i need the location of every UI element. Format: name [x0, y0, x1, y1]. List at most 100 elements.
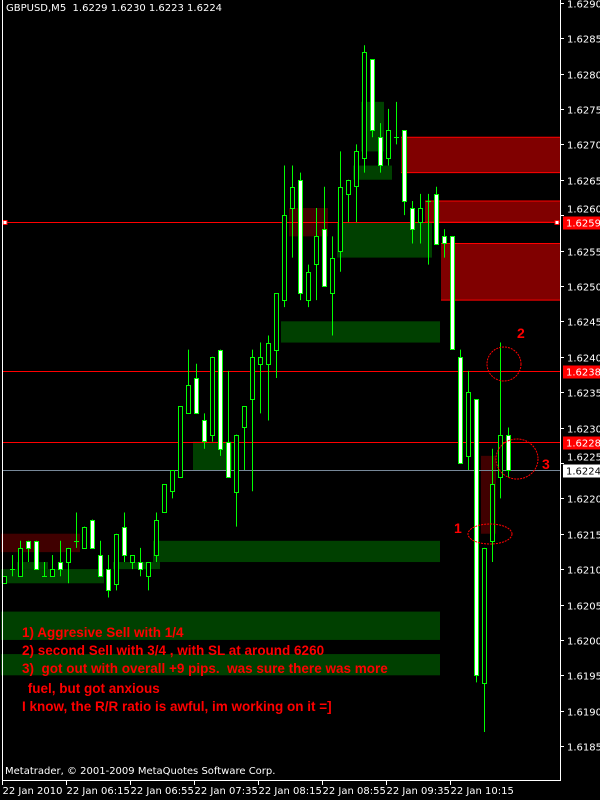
price-tick-label: 1.6210	[567, 566, 600, 577]
price-tick-label: 1.6265	[567, 177, 600, 188]
candle	[82, 526, 87, 549]
price-label-box	[563, 365, 600, 379]
candle	[50, 554, 55, 577]
candle-body-bull	[130, 555, 135, 563]
candle	[58, 540, 63, 577]
price-tick-label: 1.6235	[567, 389, 600, 400]
price-tick-label: 1.6190	[567, 708, 600, 719]
candle	[450, 236, 455, 350]
candle-body-bull	[466, 392, 471, 457]
marker-2-label: 2	[517, 325, 525, 341]
candles-layer	[2, 45, 511, 732]
candle-body-bull	[418, 208, 423, 223]
marker-3-circle	[495, 438, 539, 480]
price-label-box	[563, 436, 600, 450]
candle	[490, 448, 495, 563]
candle	[90, 519, 95, 549]
price-tick-label: 1.6275	[567, 106, 600, 117]
candle-body-bull	[234, 435, 239, 493]
time-tick-label: 22 Jan 08:55	[323, 786, 386, 797]
candle-body-bear	[90, 520, 95, 549]
price-tick-label: 1.6250	[567, 283, 600, 294]
zone-rect	[1, 611, 440, 640]
time-tick-label: 22 Jan 10:15	[451, 786, 514, 797]
candle-body-bear	[106, 569, 111, 591]
candle-body-bull	[162, 484, 167, 513]
symbol-label: GBPUSD,M5	[6, 3, 67, 14]
candle	[42, 562, 47, 577]
zone-rect	[113, 562, 160, 570]
candle	[266, 335, 271, 421]
candle	[314, 208, 319, 301]
candle	[114, 533, 119, 591]
candle	[274, 293, 279, 378]
time-tick-label: 22 Jan 08:15	[259, 786, 322, 797]
candle-body-bear	[58, 562, 63, 570]
candle-body-bull	[498, 435, 503, 478]
candle-body-bear	[98, 555, 103, 577]
candle-body-bull	[490, 484, 495, 542]
candle	[146, 562, 151, 591]
candle	[474, 399, 479, 683]
time-axis[interactable]: 22 Jan 2010 22 Jan 06:15 22 Jan 06:55 22 Ja…	[2, 780, 514, 797]
candle-body-bear	[402, 130, 407, 202]
price-tick-label: 1.6290	[567, 0, 600, 11]
candle-body-bull	[482, 548, 487, 684]
candle-body-bull	[18, 548, 23, 577]
price-tick-label: 1.6260	[567, 205, 600, 216]
candle-body-bull	[330, 258, 335, 294]
price-tick-label: 1.6285	[567, 35, 600, 46]
candle	[434, 186, 439, 245]
level-handle	[554, 220, 560, 225]
candle-body-bull	[2, 576, 7, 584]
candle-body-bull	[314, 236, 319, 265]
candle-body-bull	[266, 343, 271, 365]
candle	[290, 165, 295, 258]
price-axis[interactable]: 1.6290 1.6285 1.6280 1.6275 1.6270 1.6265 1.62…	[560, 0, 600, 754]
zone-rect	[337, 222, 432, 258]
note-line-5: I know, the R/R ratio is awful, im worki…	[22, 699, 332, 714]
candle	[186, 349, 191, 414]
note-line-2: 2) second Sell with 3/4 , with SL at aro…	[22, 643, 325, 658]
candle	[34, 540, 39, 570]
chart-header: GBPUSD,M5 1.6229 1.6230 1.6223 1.6224	[6, 3, 222, 14]
ohlc-values: 1.6229 1.6230 1.6223 1.6224	[72, 3, 223, 14]
marker-3-label: 3	[542, 456, 550, 472]
candle-body-bull	[50, 569, 55, 577]
candle-body-bull	[346, 180, 351, 195]
candle	[154, 512, 159, 563]
candle	[218, 349, 223, 456]
candle	[258, 342, 263, 414]
price-label: 1.6259	[566, 219, 600, 230]
candle-body-bear	[202, 420, 207, 442]
candle	[138, 547, 143, 577]
candle	[346, 179, 351, 223]
zone-rect	[441, 243, 560, 301]
candle-body-bull	[154, 520, 159, 556]
candle-body-bear	[506, 435, 511, 471]
candle-body-bull	[354, 151, 359, 187]
candle	[202, 413, 207, 449]
candle-body-bull	[274, 293, 279, 351]
candle-body-bear	[122, 527, 127, 556]
candle-body-bear	[26, 541, 31, 549]
candle	[354, 144, 359, 223]
candle	[442, 229, 447, 258]
candle	[170, 470, 175, 499]
candle	[242, 406, 247, 470]
level-handle	[2, 220, 8, 225]
time-tick-label: 22 Jan 09:35	[387, 786, 450, 797]
candle-body-bull	[242, 406, 247, 428]
candle	[162, 484, 167, 513]
zone-rect	[193, 441, 232, 470]
price-tick-label: 1.6220	[567, 495, 600, 506]
zone-rect	[353, 165, 392, 180]
price-tick-label: 1.6185	[567, 743, 600, 754]
candle	[226, 370, 231, 478]
candle-body-bear	[442, 236, 447, 244]
zone-rect	[281, 321, 440, 343]
price-tick-label: 1.6255	[567, 248, 600, 259]
price-tick-label: 1.6230	[567, 425, 600, 436]
candle	[122, 512, 127, 563]
